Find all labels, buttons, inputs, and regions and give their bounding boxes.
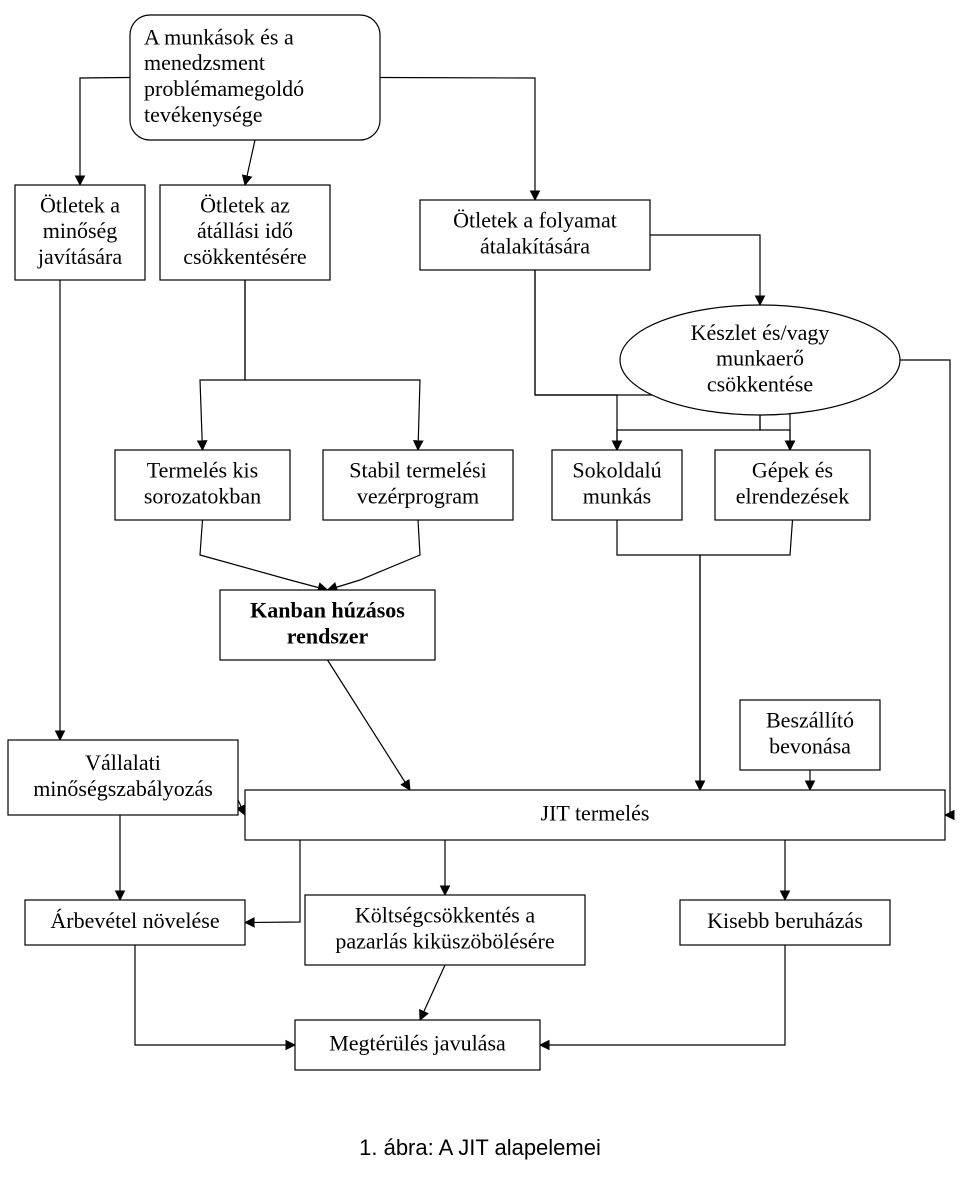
node-kisebb: Kisebb beruházás — [680, 900, 890, 945]
edge-arbev-megter — [135, 945, 295, 1045]
node-o_min: Ötletek aminőségjavítására — [15, 185, 145, 280]
edge-keszlet-jit — [900, 360, 950, 815]
edge-o_foly-sok — [535, 270, 617, 450]
node-megter: Megtérülés javulása — [295, 1020, 540, 1070]
node-gep: Gépek éselrendezések — [715, 450, 870, 520]
node-label: Ötletek azátállási időcsökkentésére — [183, 192, 306, 269]
node-kanban: Kanban húzásosrendszer — [220, 590, 435, 660]
node-label: Termelés kissorozatokban — [144, 458, 261, 509]
node-o_foly: Ötletek a folyamatátalakítására — [420, 200, 650, 270]
node-label: Beszállítóbevonása — [766, 708, 854, 759]
edge-keszlet-gep — [760, 415, 790, 450]
edge-top-o_atal — [245, 140, 255, 185]
flowchart-canvas: A munkások és amenedzsmentproblémamegold… — [0, 0, 960, 1178]
edge-sok-jit — [617, 520, 700, 790]
node-label: Költségcsökkentés apazarlás kiküszöbölés… — [335, 903, 554, 954]
node-jit: JIT termelés — [245, 790, 945, 840]
edge-kolt-megter — [420, 965, 445, 1020]
edge-o_atal-stab — [245, 280, 420, 450]
node-label: Stabil termelésivezérprogram — [349, 458, 486, 509]
edge-keszlet-sok — [617, 415, 760, 450]
node-label: Ötletek aminőségjavítására — [37, 192, 123, 269]
node-term: Termelés kissorozatokban — [115, 450, 290, 520]
node-vall: Vállalatiminőségszabályozás — [8, 740, 238, 815]
node-kolt: Költségcsökkentés apazarlás kiküszöbölés… — [305, 895, 585, 965]
node-besz: Beszállítóbevonása — [740, 700, 880, 770]
node-arbev: Árbevétel növelése — [25, 900, 245, 945]
edge-jit-arbev — [245, 840, 300, 923]
node-label: Megtérülés javulása — [329, 1031, 506, 1056]
node-stab: Stabil termelésivezérprogram — [323, 450, 513, 520]
edge-term-kanban — [200, 520, 328, 590]
node-top: A munkások és amenedzsmentproblémamegold… — [130, 15, 380, 140]
edge-o_foly-keszlet — [650, 235, 760, 305]
node-label: Gépek éselrendezések — [736, 458, 850, 509]
edge-o_atal-term — [200, 280, 245, 450]
node-o_atal: Ötletek azátállási időcsökkentésére — [160, 185, 330, 280]
edge-kanban-jit — [328, 660, 411, 790]
node-keszlet: Készlet és/vagymunkaerőcsökkentése — [620, 305, 900, 415]
node-label: Sokoldalúmunkás — [572, 458, 661, 509]
node-label: Kisebb beruházás — [707, 908, 863, 933]
node-sok: Sokoldalúmunkás — [552, 450, 682, 520]
figure-caption: 1. ábra: A JIT alapelemei — [359, 1135, 601, 1160]
edge-stab-kanban — [328, 520, 421, 590]
node-label: JIT termelés — [541, 801, 650, 826]
node-label: Árbevétel növelése — [50, 908, 219, 933]
edge-top-o_foly — [380, 78, 535, 201]
edge-vall-jit — [238, 800, 245, 815]
edge-top-o_min — [80, 78, 130, 186]
